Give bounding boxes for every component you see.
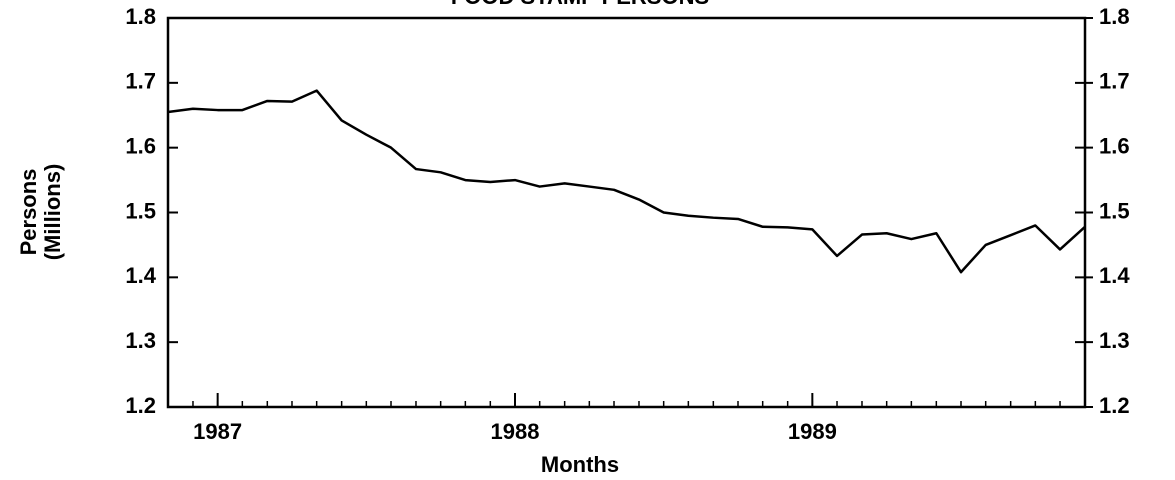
y2-tick-label: 1.8	[1099, 4, 1130, 29]
x-axis-label: Months	[541, 452, 619, 477]
y-tick-label: 1.7	[125, 69, 156, 94]
y2-tick-label: 1.4	[1099, 263, 1130, 288]
y-tick-label: 1.8	[125, 4, 156, 29]
y-tick-label: 1.6	[125, 133, 156, 158]
x-tick-label: 1987	[193, 419, 242, 444]
y-tick-label: 1.5	[125, 198, 156, 223]
y-axis-label-line: Persons	[16, 169, 41, 256]
x-tick-label: 1989	[788, 419, 837, 444]
data-line	[167, 89, 1086, 274]
y2-tick-label: 1.3	[1099, 328, 1130, 353]
y2-tick-label: 1.2	[1099, 393, 1130, 418]
y2-tick-label: 1.6	[1099, 133, 1130, 158]
plot-frame	[166, 16, 1087, 409]
y-tick-label: 1.2	[125, 393, 156, 418]
y2-tick-label: 1.5	[1099, 198, 1130, 223]
y-axis-label-line: (Millions)	[40, 164, 65, 261]
chart-title: FOOD STAMP PERSONS	[451, 0, 709, 9]
y-tick-label: 1.4	[125, 263, 156, 288]
x-tick-label: 1988	[491, 419, 540, 444]
y2-tick-label: 1.7	[1099, 69, 1130, 94]
y-tick-label: 1.3	[125, 328, 156, 353]
y-axis-label: Persons (Millions)	[16, 164, 65, 261]
